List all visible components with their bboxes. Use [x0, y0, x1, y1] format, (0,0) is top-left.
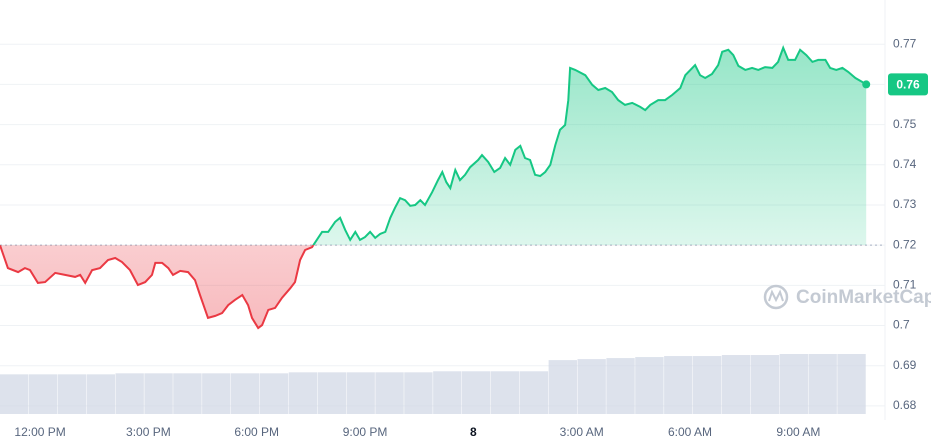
- volume-bar: [721, 355, 751, 414]
- volume-bar: [115, 373, 144, 414]
- volume-bar: [0, 374, 29, 414]
- volume-bar: [433, 371, 462, 414]
- x-tick-label: 6:00 AM: [668, 425, 712, 439]
- volume-bar: [317, 372, 346, 414]
- volume-bar: [808, 354, 837, 414]
- x-tick-label: 3:00 AM: [560, 425, 604, 439]
- volume-bar: [692, 356, 722, 414]
- y-tick-label: 0.71: [893, 278, 917, 292]
- x-tick-label: 3:00 PM: [126, 425, 171, 439]
- x-tick-label: 9:00 AM: [776, 425, 820, 439]
- volume-bar: [779, 354, 808, 414]
- volume-bar: [375, 372, 404, 414]
- volume-bar: [635, 357, 664, 414]
- y-tick-label: 0.69: [893, 358, 917, 372]
- volume-bar: [346, 372, 375, 414]
- x-tick-label: 12:00 PM: [14, 425, 65, 439]
- volume-bar: [837, 354, 866, 414]
- y-tick-label: 0.72: [893, 237, 917, 251]
- volume-bar: [404, 372, 433, 414]
- area-up: [0, 47, 867, 246]
- volume-bar: [259, 373, 289, 414]
- watermark-text: CoinMarketCap: [796, 287, 931, 308]
- y-tick-label: 0.74: [893, 157, 917, 171]
- volume-bar: [548, 360, 577, 414]
- area-down: [0, 245, 314, 328]
- last-point: [862, 80, 871, 89]
- volume-bar: [606, 358, 635, 414]
- volume-bar: [173, 373, 202, 414]
- volume-bar: [664, 356, 693, 414]
- price-tag: 0.76: [896, 78, 920, 92]
- volume-bar: [202, 373, 231, 414]
- watermark: CoinMarketCap: [763, 284, 931, 310]
- price-tag-bg: [888, 73, 928, 96]
- volume-bar: [28, 374, 58, 414]
- price-line-up: [0, 45, 867, 246]
- price-line-down: [0, 245, 315, 330]
- x-tick-label: 6:00 PM: [234, 425, 279, 439]
- volume-bar: [57, 374, 87, 414]
- volume-bar: [577, 359, 606, 414]
- volume-bar: [750, 355, 780, 414]
- y-tick-label: 0.77: [893, 36, 917, 50]
- volume-bar: [230, 373, 260, 414]
- y-tick-label: 0.75: [893, 117, 917, 131]
- x-tick-label: 9:00 PM: [343, 425, 388, 439]
- volume-bar: [86, 374, 115, 414]
- y-tick-label: 0.73: [893, 197, 917, 211]
- y-tick-label: 0.7: [893, 318, 910, 332]
- y-tick-label: 0.68: [893, 398, 917, 412]
- volume-bar: [461, 371, 491, 414]
- volume-bar: [288, 372, 318, 414]
- x-tick-label: 8: [470, 425, 477, 439]
- volume-bar: [519, 371, 549, 414]
- volume-bar: [144, 373, 173, 414]
- volume-bar: [490, 371, 520, 414]
